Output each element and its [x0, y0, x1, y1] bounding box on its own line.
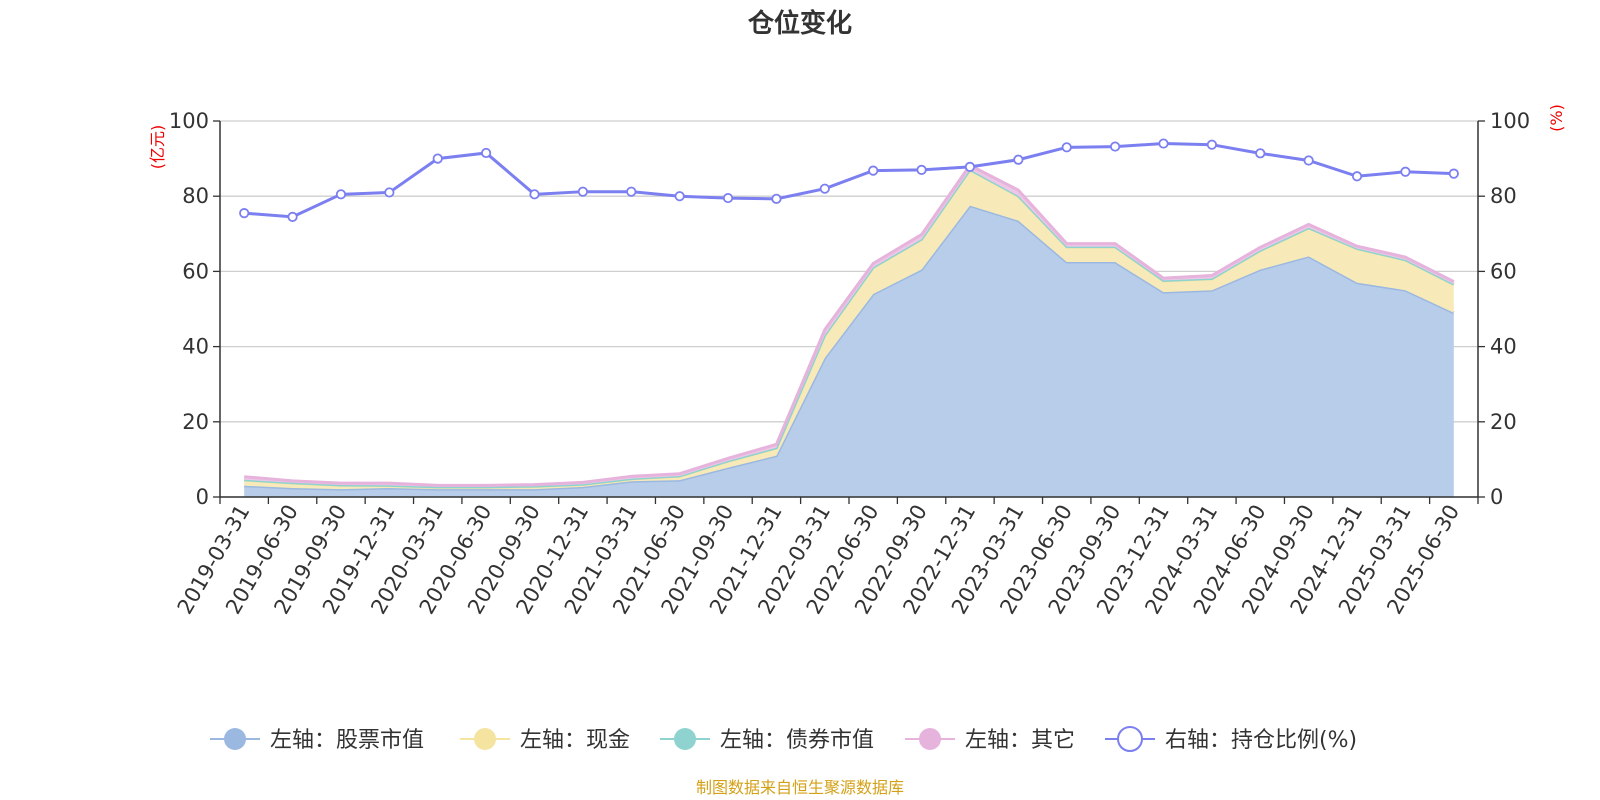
holding-ratio-point	[868, 165, 879, 176]
holding-ratio-point	[432, 153, 443, 164]
right-axis-tick-label: 0	[1490, 485, 1503, 509]
area-series-line-3	[244, 163, 1455, 487]
legend-marker-0	[224, 728, 246, 750]
left-axis-tick-label: 20	[182, 410, 209, 434]
right-axis-unit: (%)	[1547, 104, 1566, 132]
holding-ratio-point	[529, 189, 540, 200]
holding-ratio-point	[481, 147, 492, 159]
legend-label-0: 左轴：股票市值	[270, 728, 424, 753]
legend: 左轴：股票市值 左轴：现金 左轴：债券市值 左轴：其它 右轴：持仓比例(%)	[210, 726, 1357, 753]
holding-ratio-polyline	[244, 142, 1454, 219]
holding-ratio-line	[239, 138, 1459, 222]
holding-ratio-point	[335, 189, 347, 200]
area-series-0	[244, 205, 1454, 497]
data-source-note: 制图数据来自恒生聚源数据库	[696, 778, 904, 797]
right-axis-tick-label: 60	[1490, 259, 1517, 283]
holding-ratio-point	[1351, 171, 1363, 182]
legend-label-3: 左轴：其它	[965, 728, 1075, 753]
holding-ratio-point	[287, 211, 298, 222]
holding-ratio-point	[577, 186, 588, 197]
left-axis-tick-label: 60	[182, 259, 209, 283]
right-axis-tick-label: 100	[1490, 109, 1530, 133]
holding-ratio-point	[771, 193, 782, 204]
left-axis-tick-label: 0	[196, 485, 209, 509]
legend-label-4: 右轴：持仓比例(%)	[1165, 728, 1357, 753]
legend-label-1: 左轴：现金	[520, 728, 630, 753]
legend-marker-4	[1117, 726, 1143, 752]
holding-ratio-point	[964, 161, 976, 172]
legend-marker-3	[919, 728, 941, 750]
right-axis-tick-label: 20	[1490, 410, 1517, 434]
holding-ratio-point	[1448, 168, 1459, 179]
holding-ratio-point	[1013, 154, 1024, 165]
chart-title: 仓位变化	[747, 8, 852, 39]
left-axis-tick-label: 80	[182, 184, 209, 208]
holding-ratio-point	[1158, 138, 1169, 149]
holding-ratio-point	[1061, 142, 1072, 153]
holding-ratio-point	[819, 183, 830, 194]
holding-ratio-point	[239, 208, 250, 219]
holding-ratio-point	[1255, 148, 1266, 159]
right-axis-tick-label: 40	[1490, 335, 1517, 359]
right-axis-tick-label: 80	[1490, 184, 1517, 208]
holding-ratio-point	[1206, 139, 1217, 150]
holding-ratio-point	[1400, 166, 1411, 177]
holding-ratio-point	[674, 191, 685, 202]
legend-marker-2	[674, 728, 696, 750]
holding-ratio-point	[384, 187, 395, 198]
left-axis-tick-label: 100	[169, 109, 209, 133]
holding-ratio-point	[626, 186, 637, 197]
legend-label-2: 左轴：债券市值	[720, 728, 874, 753]
left-axis-tick-label: 40	[182, 335, 209, 359]
left-axis-unit: (亿元)	[148, 125, 167, 170]
holding-ratio-point	[722, 192, 734, 204]
holding-ratio-point	[1303, 155, 1314, 166]
legend-marker-1	[474, 728, 496, 750]
stacked-areas	[244, 163, 1455, 497]
holding-ratio-point	[916, 164, 927, 175]
holding-ratio-point	[1110, 141, 1121, 152]
